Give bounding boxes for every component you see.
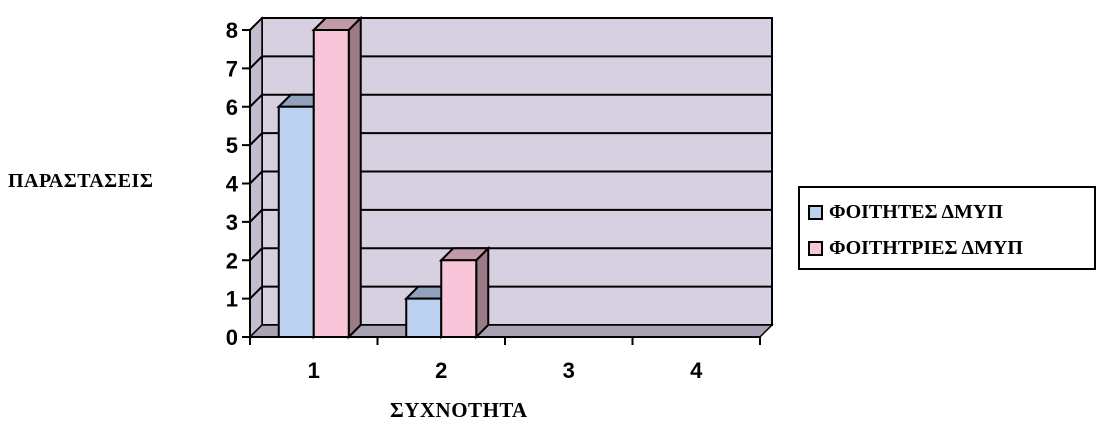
gridline <box>249 93 772 108</box>
gridline <box>249 17 772 31</box>
y-tick-label: 0 <box>226 325 238 350</box>
y-tick-label: 3 <box>226 210 238 235</box>
legend-label: ΦΟΙΤΗΤΡΙΕΣ ΔΜΥΠ <box>829 236 1023 259</box>
y-tick-label: 8 <box>226 18 238 43</box>
legend-swatch-pink <box>808 240 823 256</box>
y-axis-label: ΠΑΡΑΣΤΑΣΕΙΣ <box>8 170 154 192</box>
y-tick-label: 5 <box>226 133 238 158</box>
gridline <box>249 55 772 70</box>
gridline <box>249 247 772 261</box>
x-tick-label: 3 <box>563 358 575 383</box>
bar <box>405 297 443 338</box>
bar-side <box>347 15 362 340</box>
y-tick-label: 6 <box>226 95 238 120</box>
x-axis-label: ΣΥΧΝΟΤΗΤΑ <box>390 398 528 422</box>
y-tick-label: 1 <box>226 287 238 312</box>
x-tick-label: 2 <box>435 358 447 383</box>
bar-side <box>475 245 490 340</box>
y-tick-label: 7 <box>226 56 238 81</box>
legend-item-students-male: ΦΟΙΤΗΤΕΣ ΔΜΥΠ <box>808 197 1003 227</box>
y-tick-label: 2 <box>226 248 238 273</box>
chart-legend: ΦΟΙΤΗΤΕΣ ΔΜΥΠ ΦΟΙΤΗΤΡΙΕΣ ΔΜΥΠ <box>798 186 1096 270</box>
gridline <box>249 285 772 300</box>
x-tick-label: 1 <box>308 358 320 383</box>
legend-item-students-female: ΦΟΙΤΗΤΡΙΕΣ ΔΜΥΠ <box>808 233 1023 263</box>
legend-swatch-blue <box>808 204 823 220</box>
bar <box>440 259 478 338</box>
y-tick-label: 4 <box>226 172 239 197</box>
gridline <box>249 170 772 185</box>
bar <box>312 29 350 338</box>
gridline <box>249 208 772 223</box>
bar <box>277 105 315 338</box>
legend-label: ΦΟΙΤΗΤΕΣ ΔΜΥΠ <box>829 200 1003 223</box>
x-tick-label: 4 <box>690 358 703 383</box>
gridline <box>249 132 772 146</box>
